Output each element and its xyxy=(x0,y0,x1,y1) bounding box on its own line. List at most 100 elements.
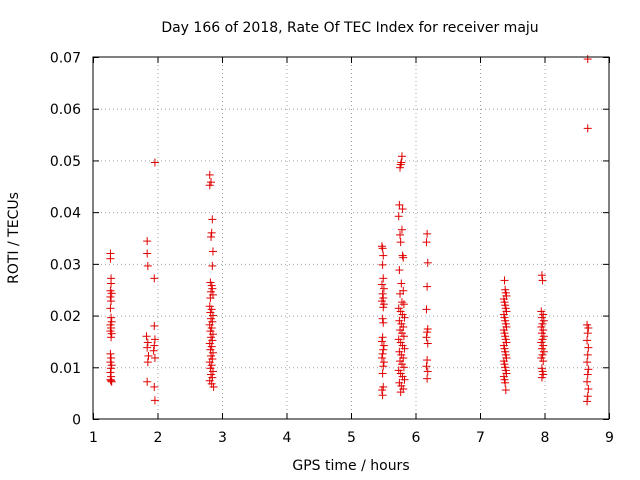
data-point xyxy=(150,158,159,167)
data-point xyxy=(208,261,217,270)
data-point xyxy=(377,242,386,251)
x-tick-label: 5 xyxy=(347,430,356,446)
data-point xyxy=(584,365,593,374)
data-point xyxy=(207,232,216,241)
data-point xyxy=(379,303,388,312)
data-point xyxy=(150,321,159,330)
x-tick-label: 6 xyxy=(412,430,421,446)
data-point xyxy=(399,300,408,309)
data-point xyxy=(379,251,388,260)
data-point xyxy=(107,289,116,298)
data-point xyxy=(379,318,388,327)
data-point xyxy=(423,367,432,376)
data-point xyxy=(106,254,115,263)
data-point xyxy=(396,230,405,239)
data-point xyxy=(143,377,152,386)
data-point xyxy=(397,152,406,161)
y-axis-label: ROTI / TECUs xyxy=(6,192,22,284)
data-point xyxy=(206,293,215,302)
data-point xyxy=(379,345,388,354)
axis-ticks xyxy=(93,57,610,420)
data-point xyxy=(422,305,431,314)
data-point xyxy=(398,205,407,214)
data-point xyxy=(378,260,387,269)
x-tick-label: 3 xyxy=(218,430,227,446)
x-tick-label: 8 xyxy=(541,430,550,446)
x-tick-label: 9 xyxy=(605,430,614,446)
data-point xyxy=(423,328,432,337)
data-points xyxy=(106,55,593,406)
data-point xyxy=(208,247,217,256)
data-point xyxy=(423,374,432,383)
data-point xyxy=(397,158,406,167)
data-point xyxy=(583,329,592,338)
data-point xyxy=(423,258,432,267)
data-point xyxy=(583,124,592,133)
data-point xyxy=(377,353,386,362)
data-point xyxy=(394,212,403,221)
data-point xyxy=(379,358,388,367)
data-point xyxy=(378,333,387,342)
data-point xyxy=(106,375,115,384)
grid-lines xyxy=(93,57,609,419)
data-point xyxy=(107,377,116,386)
chart-title: Day 166 of 2018, Rate Of TEC Index for r… xyxy=(161,20,538,36)
data-point xyxy=(205,181,214,190)
data-point xyxy=(501,378,510,387)
data-point xyxy=(208,215,217,224)
data-point xyxy=(583,370,592,379)
data-point xyxy=(537,271,546,280)
data-point xyxy=(396,289,405,298)
data-point xyxy=(399,332,408,341)
data-point xyxy=(106,292,115,301)
y-tick-label: 0.03 xyxy=(50,257,81,273)
data-point xyxy=(144,351,153,360)
data-point xyxy=(537,373,546,382)
data-point xyxy=(584,385,593,394)
data-point xyxy=(400,375,409,384)
data-point xyxy=(397,279,406,288)
x-axis-label: GPS time / hours xyxy=(292,458,409,474)
data-point xyxy=(143,343,152,352)
data-point xyxy=(398,251,407,260)
data-point xyxy=(107,376,116,385)
data-point xyxy=(423,229,432,238)
data-point xyxy=(142,332,151,341)
data-point xyxy=(396,238,405,247)
data-point xyxy=(107,279,116,288)
x-tick-label: 4 xyxy=(283,430,292,446)
data-point xyxy=(397,298,406,307)
data-point xyxy=(205,170,214,179)
data-point xyxy=(539,357,548,366)
data-point xyxy=(423,356,432,365)
data-point xyxy=(377,280,386,289)
data-point xyxy=(501,386,510,395)
data-point xyxy=(150,382,159,391)
data-point xyxy=(107,353,116,362)
y-tick-label: 0.06 xyxy=(50,102,81,118)
data-point xyxy=(400,313,409,322)
data-point xyxy=(106,304,115,313)
data-point xyxy=(106,349,115,358)
data-point xyxy=(379,284,388,293)
data-point xyxy=(149,346,158,355)
data-point xyxy=(423,282,432,291)
data-point xyxy=(500,276,509,285)
data-point xyxy=(150,353,159,362)
data-point xyxy=(143,237,152,246)
x-tick-label: 7 xyxy=(476,430,485,446)
y-tick-label: 0.02 xyxy=(50,309,81,325)
data-point xyxy=(583,350,592,359)
data-point xyxy=(378,391,387,400)
data-point xyxy=(583,336,592,345)
data-point xyxy=(150,396,159,405)
data-point xyxy=(399,363,408,372)
data-point xyxy=(377,386,386,395)
y-tick-label: 0.07 xyxy=(50,51,81,67)
data-point xyxy=(107,364,116,373)
data-point xyxy=(150,274,159,283)
data-point xyxy=(107,333,116,342)
data-point xyxy=(377,337,386,346)
data-point xyxy=(583,392,592,401)
